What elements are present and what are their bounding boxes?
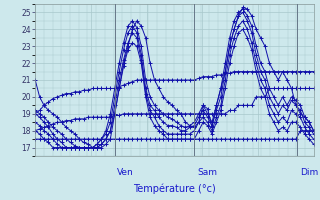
Text: Sam: Sam	[197, 168, 217, 177]
Text: Température (°c): Température (°c)	[133, 183, 216, 194]
Text: Dim: Dim	[300, 168, 318, 177]
Text: Ven: Ven	[117, 168, 134, 177]
